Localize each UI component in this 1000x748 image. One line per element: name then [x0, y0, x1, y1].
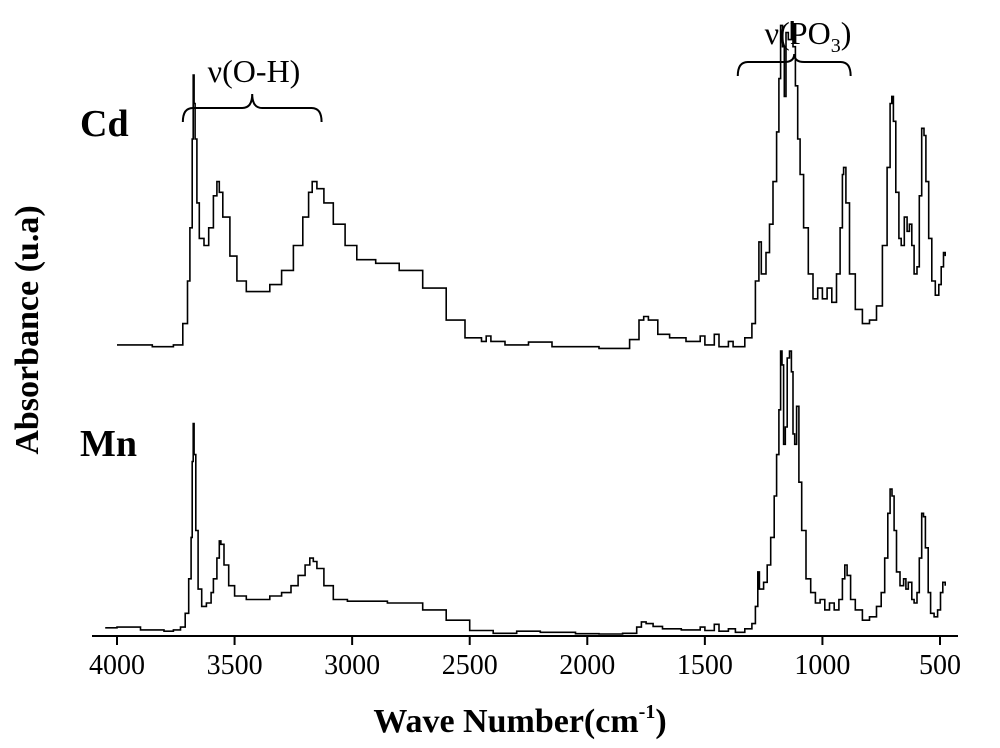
x-tick-label-4000: 4000 [89, 650, 145, 681]
po3-annotation-close: ) [841, 15, 852, 51]
x-axis-title-close: ) [655, 703, 666, 740]
x-axis-title: Wave Number(cm-1) [373, 701, 666, 740]
oh-annotation: ν(O-H) [208, 53, 301, 89]
series-line-cd [117, 21, 946, 350]
series-label-mn: Mn [80, 423, 137, 465]
x-tick-label-2000: 2000 [559, 650, 615, 681]
x-tick-label-1500: 1500 [677, 650, 733, 681]
series-line-mn [105, 350, 946, 635]
x-tick-label-3500: 3500 [207, 650, 263, 681]
oh-brace [181, 93, 323, 123]
x-ticks: 4000 3500 3000 2500 2000 1500 1000 500 [89, 636, 961, 681]
x-tick-label-1000: 1000 [794, 650, 850, 681]
series-label-cd: Cd [80, 103, 129, 145]
y-axis-title: Absorbance (u.a) [9, 205, 46, 454]
po3-brace [736, 53, 852, 77]
po3-annotation: ν(PO3) [765, 15, 852, 57]
x-tick-label-500: 500 [919, 650, 961, 681]
po3-annotation-main: ν(PO [765, 15, 831, 51]
x-tick-label-3000: 3000 [324, 650, 380, 681]
x-tick-label-2500: 2500 [442, 650, 498, 681]
x-axis-title-main: Wave Number(cm [373, 703, 638, 740]
po3-annotation-sub: 3 [831, 35, 841, 57]
x-axis-title-sup: -1 [639, 701, 656, 723]
